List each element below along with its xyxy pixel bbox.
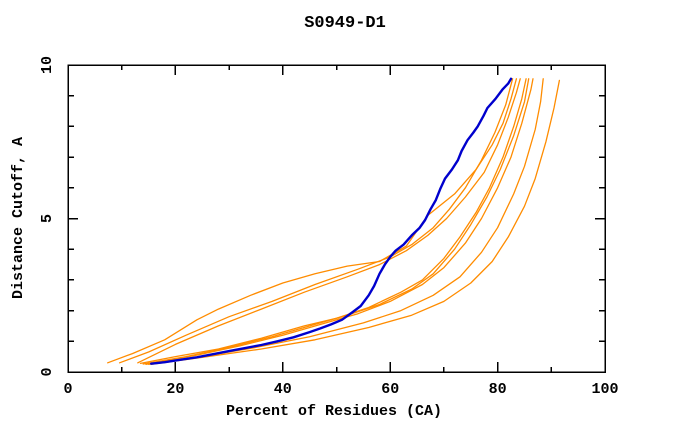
x-axis-label: Percent of Residues (CA) xyxy=(226,403,442,420)
orange-curve-5 xyxy=(142,78,530,365)
blue-highlight-curve xyxy=(149,77,513,365)
axis-ticks xyxy=(67,64,606,373)
orange-curve-7 xyxy=(147,78,544,365)
x-tick-label: 100 xyxy=(591,381,618,398)
y-tick-label: 5 xyxy=(39,214,56,223)
x-tick-label: 40 xyxy=(274,381,292,398)
orange-curve-1 xyxy=(107,78,518,364)
x-tick-label: 0 xyxy=(63,381,72,398)
y-tick-label: 10 xyxy=(39,56,56,74)
x-tick-label: 80 xyxy=(489,381,507,398)
x-tick-label: 60 xyxy=(381,381,399,398)
orange-curve-3 xyxy=(137,78,521,364)
orange-curve-6 xyxy=(145,78,534,365)
x-tick-label: 20 xyxy=(166,381,184,398)
orange-curve-4 xyxy=(139,78,527,365)
y-tick-label: 0 xyxy=(39,367,56,376)
orange-curve-8 xyxy=(150,79,561,365)
chart-title: S0949-D1 xyxy=(304,14,386,33)
orange-curve-2 xyxy=(118,78,514,364)
y-axis-label: Distance Cutoff, A xyxy=(10,137,27,299)
data-series-group xyxy=(107,77,561,365)
axis-tick-labels: 0 20 40 60 80 100 0 5 10 xyxy=(39,56,619,398)
